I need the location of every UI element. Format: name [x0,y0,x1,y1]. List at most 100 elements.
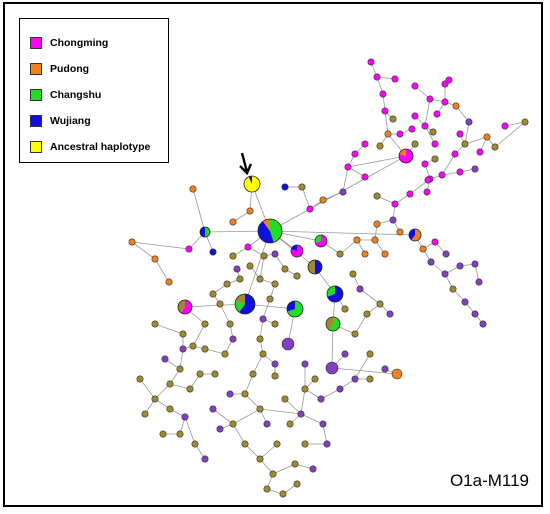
network-edge [192,188,206,233]
haplotype-node [451,150,459,158]
node-circle [456,130,464,138]
node-circle [471,260,479,268]
node-circle [411,112,419,120]
node-circle [209,405,217,413]
node-circle [441,270,449,278]
haplotype-node [216,300,224,308]
node-circle [423,188,431,196]
node-circle [221,350,229,358]
node-circle [246,262,254,270]
node-outline [314,234,328,248]
legend-item-wujiang: Wujiang [30,108,168,134]
legend-label: Changshu [50,89,102,101]
network-edge [384,110,389,135]
haplotype-node [411,82,419,90]
node-circle [376,300,384,308]
haplotype-node [229,420,237,428]
node-circle [408,125,416,133]
haplotype-node [389,115,397,123]
node-circle [363,310,371,318]
node-circle [229,420,237,428]
haplotype-node [391,75,399,83]
haplotype-node [336,385,344,393]
node-circle [389,115,397,123]
node-circle [376,142,384,150]
haplotype-node [297,410,305,418]
node-circle [229,252,237,260]
haplotype-node [307,259,323,275]
network-edge [259,255,265,280]
node-circle [461,298,469,306]
haplotype-node [441,270,449,278]
haplotype-node [166,405,174,413]
network-edge [269,155,407,232]
haplotype-node [427,258,435,266]
haplotype-node [319,420,327,428]
haplotype-node [441,98,449,106]
node-circle [427,258,435,266]
node-circle [384,130,392,138]
node-circle [151,255,159,263]
haplotype-node [179,345,187,353]
node-circle [483,133,491,141]
network-edge [154,383,171,400]
node-circle [259,315,267,323]
haplotype-node [181,413,189,421]
haplotype-node [483,133,491,141]
node-circle [260,252,268,260]
haplotype-node [379,90,387,98]
pie-slice [243,176,260,192]
haplotype-node [325,316,341,332]
legend-swatch [30,115,42,127]
haplotype-node [429,128,437,136]
haplotype-node [286,420,294,428]
haplotype-node [256,405,264,413]
node-circle [317,395,325,403]
node-circle [391,75,399,83]
node-circle [286,420,294,428]
node-circle [185,245,193,253]
node-circle [301,360,309,368]
node-circle [223,280,231,288]
haplotype-node [353,236,361,244]
node-circle [271,360,279,368]
node-circle [201,345,209,353]
node-circle [216,425,224,433]
haplotype-node [456,168,464,176]
haplotype-node [376,142,384,150]
haplotype-node [426,95,434,103]
node-circle [306,205,314,213]
haplotype-node [176,430,184,438]
pie-slice [287,301,295,312]
network-edge [219,303,231,325]
node-circle [371,236,379,244]
haplotype-node [452,102,460,110]
haplotype-node [229,218,237,226]
node-outline [408,228,422,242]
haplotype-node [286,300,304,318]
node-circle [351,330,359,338]
haplotype-node [159,430,167,438]
node-circle [441,98,449,106]
node-circle [266,295,274,303]
node-circle [431,238,439,246]
pie-slice [205,227,210,237]
haplotype-node [373,192,381,200]
haplotype-node [366,350,374,358]
node-circle [465,118,473,126]
node-circle [281,337,295,351]
pie-slice [180,300,192,315]
haplotype-node [373,73,381,81]
haplotype-node [389,216,397,224]
node-circle [191,440,199,448]
haplotype-node [475,278,483,286]
haplotype-node [411,112,419,120]
network-edge [359,288,381,305]
haplotype-node [336,250,344,258]
figure-frame: Chongming Pudong Changshu Wujiang Ancest… [3,2,543,507]
network-edge [441,153,456,176]
haplotype-node [221,350,229,358]
haplotype-node [476,148,484,156]
haplotype-node [259,315,267,323]
node-circle [189,185,197,193]
